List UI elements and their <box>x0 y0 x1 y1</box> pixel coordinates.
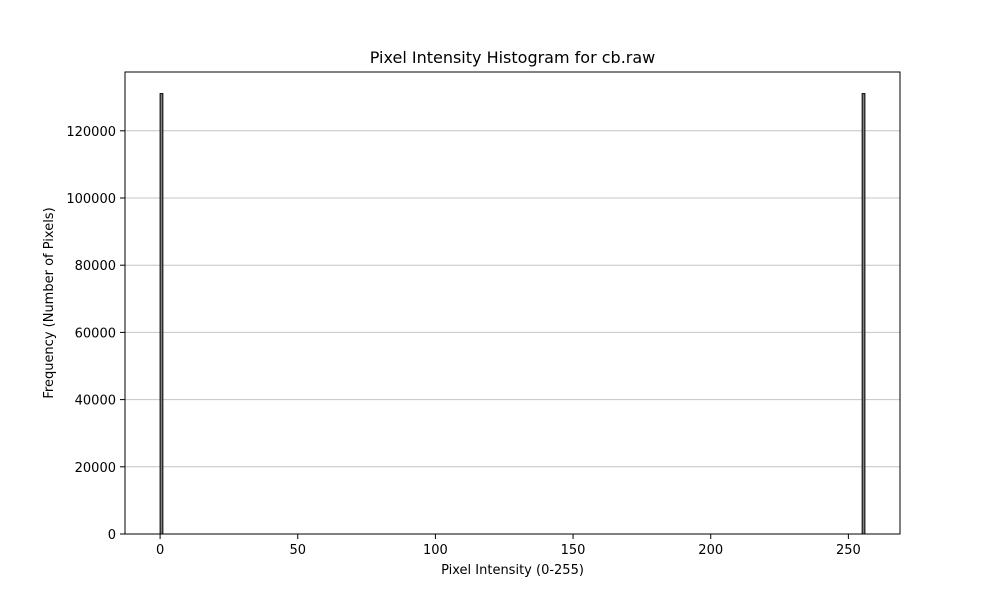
y-tick-label: 20000 <box>75 461 116 476</box>
histogram-bar <box>861 93 866 535</box>
x-axis-ticks: 0 50 100 150 200 250 <box>156 534 861 558</box>
x-tick-label: 0 <box>156 543 164 558</box>
chart-title: Pixel Intensity Histogram for cb.raw <box>370 48 656 67</box>
x-tick-label: 50 <box>289 543 306 558</box>
x-axis-title: Pixel Intensity (0-255) <box>441 563 584 578</box>
y-tick-label: 120000 <box>66 125 116 140</box>
y-tick-label: 80000 <box>75 259 116 274</box>
y-tick-label: 60000 <box>75 326 116 341</box>
x-tick-label: 250 <box>836 543 861 558</box>
y-tick-label: 0 <box>108 528 116 543</box>
x-tick-label: 200 <box>698 543 723 558</box>
gridlines <box>125 130 900 468</box>
x-tick-label: 150 <box>561 543 586 558</box>
y-tick-label: 40000 <box>75 394 116 409</box>
y-axis-ticks: 0 20000 40000 60000 80000 100000 120000 <box>66 125 125 543</box>
y-tick-label: 100000 <box>66 192 116 207</box>
bars <box>159 93 866 535</box>
y-axis-title: Frequency (Number of Pixels) <box>42 207 57 398</box>
x-tick-label: 100 <box>423 543 448 558</box>
histogram-bar <box>159 93 164 535</box>
plot-frame <box>124 71 901 535</box>
